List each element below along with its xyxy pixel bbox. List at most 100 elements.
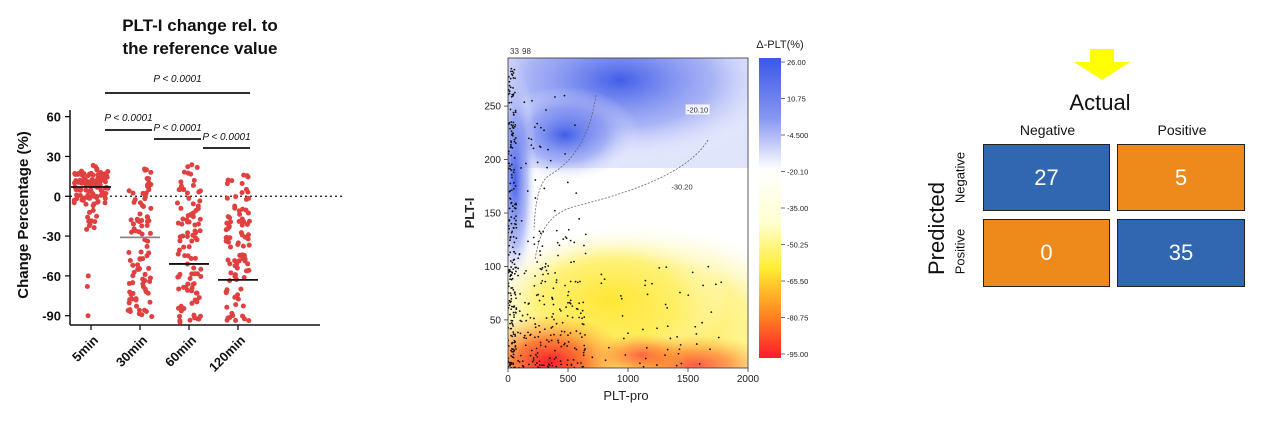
sample-point — [535, 362, 538, 364]
sample-point — [510, 169, 513, 172]
sample-point — [678, 348, 681, 351]
data-point — [139, 217, 145, 223]
data-point — [176, 286, 182, 292]
data-point — [147, 299, 153, 305]
sample-point — [560, 309, 562, 312]
row-header-positive: Positive — [952, 228, 968, 275]
sample-point — [567, 294, 569, 297]
sample-point — [511, 246, 514, 249]
sample-point — [548, 357, 551, 360]
sample-point — [569, 239, 572, 242]
sample-point — [560, 345, 563, 348]
sample-point — [520, 167, 522, 169]
sample-point — [537, 293, 540, 296]
sample-point — [542, 364, 545, 367]
sample-point — [510, 70, 512, 73]
sample-point — [564, 153, 567, 155]
heatmap-corner-label-right: 98 — [522, 47, 531, 56]
sample-point — [665, 266, 668, 269]
sample-point — [526, 313, 529, 316]
sample-point — [680, 362, 683, 365]
sample-point — [679, 291, 681, 294]
sample-point — [511, 350, 514, 353]
data-point — [140, 284, 146, 290]
down-arrow-graphic — [1074, 49, 1130, 80]
sample-point — [512, 93, 515, 95]
sample-point — [583, 349, 586, 352]
data-point — [78, 170, 84, 176]
sample-point — [514, 335, 517, 337]
data-point — [147, 230, 153, 236]
sample-point — [717, 336, 720, 339]
data-point — [72, 171, 78, 177]
sample-point — [555, 356, 557, 359]
sample-point — [553, 318, 555, 321]
sample-point — [529, 316, 532, 319]
sample-point — [525, 319, 528, 322]
sample-point — [565, 237, 568, 240]
data-point — [79, 197, 85, 203]
data-point — [95, 199, 101, 205]
sample-point — [571, 316, 574, 319]
data-point — [190, 201, 196, 207]
sample-point — [511, 176, 513, 179]
y-tick-label: 30 — [47, 149, 61, 164]
column-header-negative: Negative — [1019, 122, 1076, 138]
data-point — [240, 303, 246, 309]
sample-point — [534, 275, 536, 277]
sample-point — [536, 352, 539, 354]
data-point — [185, 170, 191, 176]
data-point — [229, 310, 235, 316]
sample-point — [510, 141, 513, 144]
sample-point — [581, 309, 584, 312]
sample-point — [517, 267, 519, 270]
data-point — [88, 187, 94, 193]
sample-point — [511, 146, 514, 149]
data-point — [177, 238, 183, 244]
sample-point — [600, 282, 603, 285]
sample-point — [514, 333, 516, 336]
data-point — [198, 273, 204, 279]
sample-point — [512, 87, 514, 89]
sample-point — [563, 343, 565, 346]
data-point — [194, 299, 200, 305]
data-point — [90, 162, 96, 168]
sample-point — [512, 268, 515, 271]
sample-point — [512, 363, 515, 366]
data-point — [190, 214, 196, 220]
sample-point — [567, 340, 570, 343]
sample-point — [509, 251, 512, 254]
sample-point — [539, 250, 541, 252]
x-tick-label: 120min — [206, 332, 248, 374]
data-point — [243, 268, 249, 274]
sample-point — [566, 363, 569, 366]
sample-point — [544, 265, 547, 268]
sample-point — [582, 365, 585, 368]
sample-point — [508, 162, 510, 165]
data-point — [184, 190, 190, 196]
data-point — [189, 271, 195, 277]
sample-point — [695, 343, 698, 345]
sample-point — [563, 94, 566, 97]
contour-label-background — [670, 181, 694, 192]
data-point — [139, 223, 145, 229]
sample-point — [513, 314, 515, 316]
data-point — [146, 218, 152, 224]
data-point — [240, 313, 246, 319]
data-point — [102, 193, 108, 199]
sample-point — [510, 294, 513, 297]
data-point — [224, 287, 230, 293]
sample-point — [543, 303, 546, 306]
sample-point — [509, 278, 511, 281]
sample-point — [575, 330, 578, 332]
sample-point — [515, 237, 518, 240]
sample-point — [530, 349, 533, 352]
sample-point — [571, 305, 574, 308]
data-point — [149, 314, 155, 320]
sample-point — [510, 347, 513, 350]
sample-point — [554, 96, 556, 98]
cell-positive-negative: 0 — [983, 219, 1110, 287]
sample-point — [515, 270, 517, 273]
sample-point — [545, 317, 548, 319]
sample-point — [533, 243, 536, 246]
